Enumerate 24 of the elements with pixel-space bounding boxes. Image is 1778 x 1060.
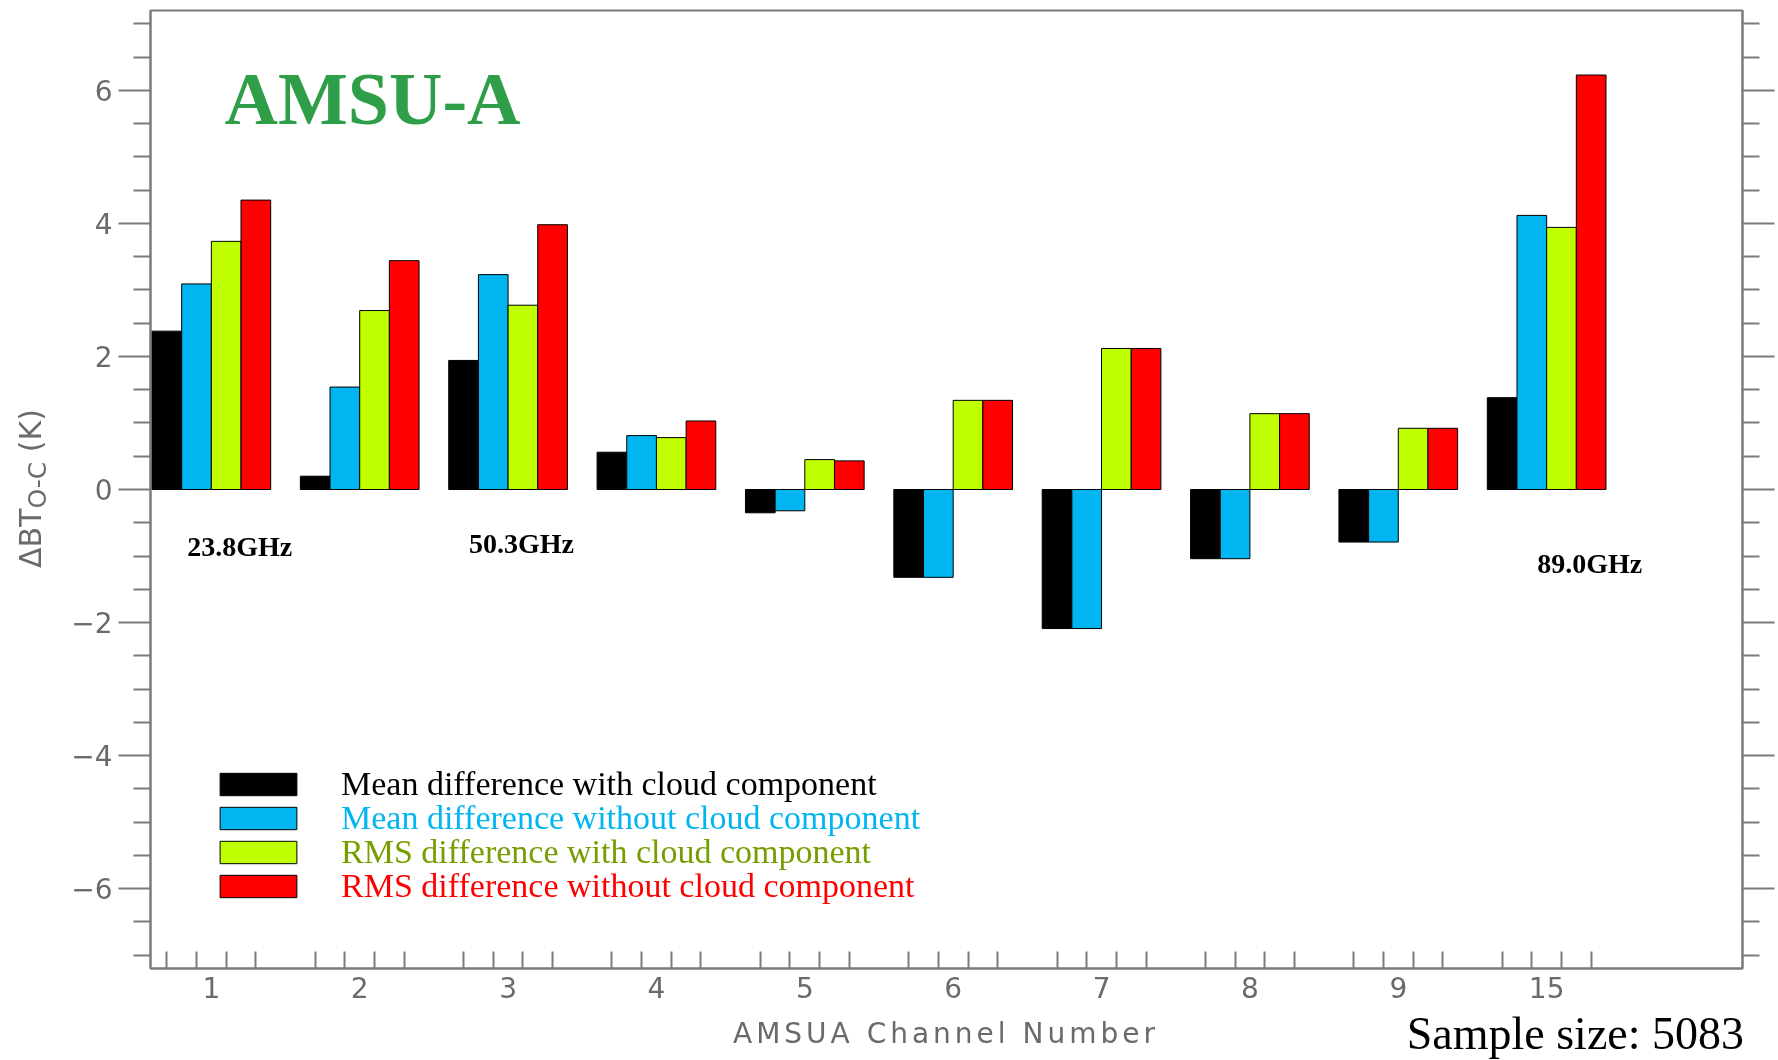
x-tick-label: 2 [350,971,369,1005]
annotation: 50.3GHz [468,527,574,559]
y-tick-label: 6 [94,74,113,108]
annotation: 23.8GHz [187,530,293,562]
y-tick-label: −4 [71,740,113,774]
y-tick-label: 2 [94,340,113,374]
legend-label: Mean difference with cloud component [341,765,877,803]
text: AMSU-A [224,57,521,140]
x-tick-label: 5 [795,971,814,1005]
annotation: 89.0GHz [1537,548,1643,580]
x-tick-label: 8 [1241,971,1259,1005]
x-tick-label: 15 [1528,971,1565,1005]
x-axis-title: AMSUA Channel Number [733,1016,1159,1052]
y-tick-label: 0 [94,474,113,507]
text: Sample size: 5083 [1406,1008,1744,1059]
y-tick-label: −2 [71,607,113,641]
x-tick-label: 7 [1092,971,1111,1005]
y-tick-label: 4 [94,207,113,241]
x-tick-label: 9 [1389,971,1408,1005]
x-tick-label: 3 [499,971,517,1005]
y-tick-label: −6 [71,873,113,907]
x-tick-label: 6 [944,971,963,1005]
x-tick-label: 1 [202,971,221,1005]
x-tick-label: 4 [647,971,666,1005]
